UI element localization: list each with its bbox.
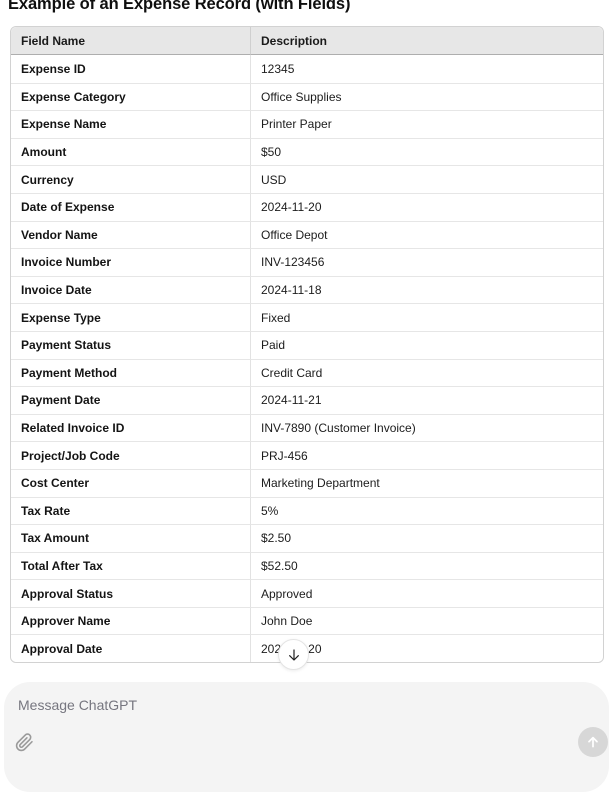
page-title: Example of an Expense Record (with Field… [8,0,351,13]
table-row: Expense Type Fixed [11,303,603,331]
table-row: Payment Method Credit Card [11,358,603,387]
description-cell: $2.50 [251,524,603,552]
paperclip-icon [15,732,34,752]
message-input[interactable]: Message ChatGPT [18,697,138,713]
table-header-row: Field Name Description [11,27,603,55]
table-row: Related Invoice ID INV-7890 (Customer Inv… [11,413,603,442]
table-row: Payment Status Paid [11,330,603,359]
table-row: Expense Category Office Supplies [11,82,603,111]
table-row: Invoice Number INV-123456 [11,248,603,276]
table-row: Project/Job Code PRJ-456 [11,441,603,469]
field-name-cell: Cost Center [11,468,251,497]
expense-record-table: Field Name Description Expense ID 12345 Ex… [10,26,604,664]
attach-file-button[interactable] [12,730,36,754]
description-cell: Approved [251,579,603,607]
table-row: Date of Expense 2024-11-20 [11,192,603,221]
description-cell: 2024-11-20 [251,192,603,221]
expense-table-body: Expense ID 12345 Expense Category Office Su… [11,55,603,663]
description-cell: 12345 [251,55,603,83]
description-cell: Office Depot [251,220,603,249]
table-row: Approval Status Approved [11,579,603,607]
description-cell: 2024-11-21 [251,386,603,414]
description-cell: John Doe [251,606,603,635]
field-name-cell: Expense ID [11,55,251,83]
description-cell: $52.50 [251,551,603,580]
field-name-cell: Related Invoice ID [11,413,251,442]
description-cell: Paid [251,330,603,359]
field-name-cell: Amount [11,137,251,166]
description-cell: INV-123456 [251,248,603,276]
table-row: Total After Tax $52.50 [11,551,603,580]
description-cell: Office Supplies [251,82,603,111]
field-name-cell: Payment Date [11,386,251,414]
field-name-cell: Expense Category [11,82,251,111]
description-cell: Marketing Department [251,468,603,497]
column-header-field-name: Field Name [11,27,251,55]
field-name-cell: Total After Tax [11,551,251,580]
description-cell: USD [251,165,603,193]
table-row: Expense Name Printer Paper [11,110,603,138]
field-name-cell: Invoice Date [11,275,251,304]
field-name-cell: Payment Status [11,330,251,359]
column-header-description: Description [251,27,603,55]
field-name-cell: Expense Type [11,303,251,331]
field-name-cell: Approval Status [11,579,251,607]
description-cell: Printer Paper [251,110,603,138]
arrow-up-icon [585,734,601,750]
field-name-cell: Tax Rate [11,496,251,525]
table-row: Expense ID 12345 [11,55,603,83]
description-cell: PRJ-456 [251,441,603,469]
field-name-cell: Vendor Name [11,220,251,249]
field-name-cell: Approval Date [11,634,251,663]
table-row: Amount $50 [11,137,603,166]
field-name-cell: Tax Amount [11,524,251,552]
description-cell: $50 [251,137,603,166]
table-row: Cost Center Marketing Department [11,468,603,497]
description-cell: Fixed [251,303,603,331]
table-row: Approver Name John Doe [11,606,603,635]
field-name-cell: Expense Name [11,110,251,138]
message-composer[interactable]: Message ChatGPT [4,682,609,792]
table-header: Field Name Description [11,27,603,55]
table-row: Payment Date 2024-11-21 [11,386,603,414]
description-cell: 5% [251,496,603,525]
field-name-cell: Approver Name [11,606,251,635]
table-row: Tax Rate 5% [11,496,603,525]
field-name-cell: Date of Expense [11,192,251,221]
description-cell: Credit Card [251,358,603,387]
field-name-cell: Invoice Number [11,248,251,276]
table-row: Tax Amount $2.50 [11,524,603,552]
arrow-down-icon [286,647,302,663]
table-row: Vendor Name Office Depot [11,220,603,249]
field-name-cell: Project/Job Code [11,441,251,469]
description-cell: 2024-11-18 [251,275,603,304]
field-name-cell: Currency [11,165,251,193]
field-name-cell: Payment Method [11,358,251,387]
description-cell: INV-7890 (Customer Invoice) [251,413,603,442]
table-row: Invoice Date 2024-11-18 [11,275,603,304]
scroll-to-bottom-button[interactable] [278,639,309,670]
table-row: Currency USD [11,165,603,193]
send-message-button[interactable] [578,727,608,757]
